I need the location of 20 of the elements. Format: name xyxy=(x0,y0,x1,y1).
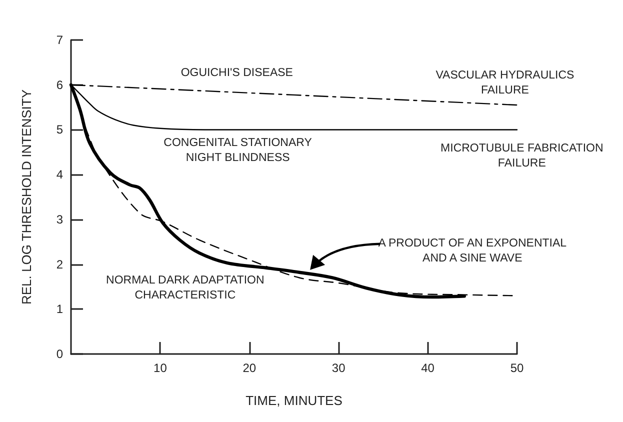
y-tick-label: 5 xyxy=(56,122,64,137)
x-axis-title: TIME, MINUTES xyxy=(246,393,343,408)
annotation: NORMAL DARK ADAPTATION CHARACTERISTIC xyxy=(106,274,264,302)
x-tick-label: 50 xyxy=(510,361,524,375)
y-tick-label: 7 xyxy=(56,33,64,47)
y-tick-label: 0 xyxy=(56,347,64,361)
annotation: MICROTUBULE FABRICATION FAILURE xyxy=(440,142,604,170)
y-tick-label: 6 xyxy=(56,78,64,92)
y-tick-label: 2 xyxy=(56,257,64,272)
annotation: VASCULAR HYDRAULICS FAILURE xyxy=(436,70,575,97)
x-tick-label: 10 xyxy=(154,361,168,375)
y-tick-label: 1 xyxy=(56,302,64,316)
y-axis-title: REL. LOG THRESHOLD INTENSITY xyxy=(19,89,34,305)
y-tick-label: 3 xyxy=(56,212,64,226)
x-tick-label: 30 xyxy=(332,361,346,375)
y-tick-label: 4 xyxy=(56,168,64,182)
annotation: CONGENITAL STATIONARY NIGHT BLINDNESS xyxy=(164,137,312,164)
annotation: OGUICHI'S DISEASE xyxy=(180,66,294,79)
x-tick-label: 20 xyxy=(242,361,256,375)
x-tick-label: 40 xyxy=(421,361,435,375)
